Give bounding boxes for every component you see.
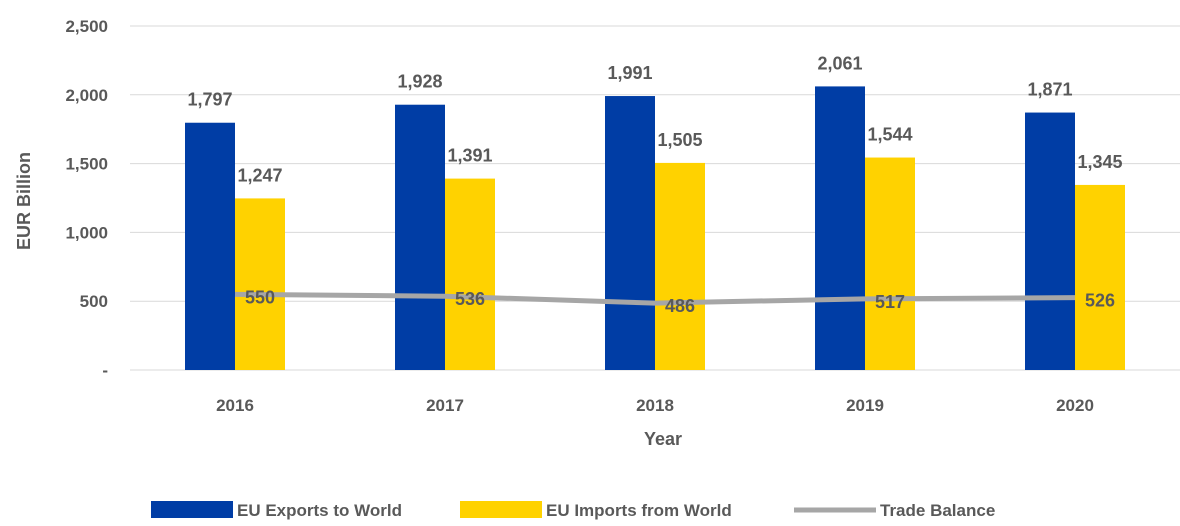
bar-data-label: 2,061: [817, 53, 862, 73]
y-tick-label: 500: [80, 292, 108, 311]
bar-eu-imports-from-world: [235, 198, 285, 370]
trade-balance-line-group: [234, 291, 1076, 306]
bar-data-label: 1,247: [237, 165, 282, 185]
line-data-label: 517: [875, 292, 905, 312]
legend-label-eu-exports-to-world: EU Exports to World: [237, 501, 402, 520]
x-axis-title: Year: [644, 429, 682, 449]
line-data-label: 526: [1085, 291, 1115, 311]
y-axis-title: EUR Billion: [14, 152, 34, 250]
bar-eu-exports-to-world: [185, 122, 235, 370]
bar-eu-exports-to-world: [1025, 112, 1075, 370]
bar-eu-exports-to-world: [395, 104, 445, 370]
bar-eu-imports-from-world: [1075, 184, 1125, 370]
legend-swatch-eu-exports-to-world: [151, 501, 233, 518]
y-tick-label: 2,500: [65, 17, 108, 36]
bar-eu-imports-from-world: [865, 157, 915, 370]
bar-eu-imports-from-world: [445, 178, 495, 370]
x-tick-label: 2016: [216, 396, 254, 415]
data-labels: 1,797 1,928 1,991 2,061 1,871 1,247 1,391 1,505…: [187, 53, 1122, 316]
bars: [185, 86, 1125, 371]
bar-data-label: 1,797: [187, 90, 232, 110]
legend-swatch-eu-imports-from-world: [460, 501, 542, 518]
bar-data-label: 1,345: [1077, 152, 1122, 172]
bar-data-label: 1,991: [607, 63, 652, 83]
legend: EU Exports to World EU Imports from World…: [151, 501, 995, 520]
bar-data-label: 1,391: [447, 146, 492, 166]
x-tick-label: 2017: [426, 396, 464, 415]
x-tick-label: 2020: [1056, 396, 1094, 415]
bar-eu-imports-from-world: [655, 162, 705, 370]
line-data-label: 486: [665, 296, 695, 316]
axes: - 500 1,000 1,500 2,000 2,500 2016 2017 2018 2019…: [65, 17, 1093, 415]
x-tick-label: 2018: [636, 396, 674, 415]
bar-eu-exports-to-world: [605, 96, 655, 371]
bar-data-label: 1,544: [867, 125, 912, 145]
bar-data-label: 1,871: [1027, 80, 1072, 100]
line-data-label: 550: [245, 287, 275, 307]
legend-label-trade-balance: Trade Balance: [880, 501, 995, 520]
y-tick-label: -: [102, 361, 108, 380]
trade-balance-line: [234, 291, 1076, 306]
bar-data-label: 1,928: [397, 72, 442, 92]
y-tick-label: 2,000: [65, 86, 108, 105]
y-tick-label: 1,500: [65, 155, 108, 174]
bar-eu-exports-to-world: [815, 86, 865, 370]
legend-label-eu-imports-from-world: EU Imports from World: [546, 501, 732, 520]
bar-data-label: 1,505: [657, 130, 702, 150]
line-data-label: 536: [455, 289, 485, 309]
x-tick-label: 2019: [846, 396, 884, 415]
y-tick-label: 1,000: [65, 223, 108, 242]
